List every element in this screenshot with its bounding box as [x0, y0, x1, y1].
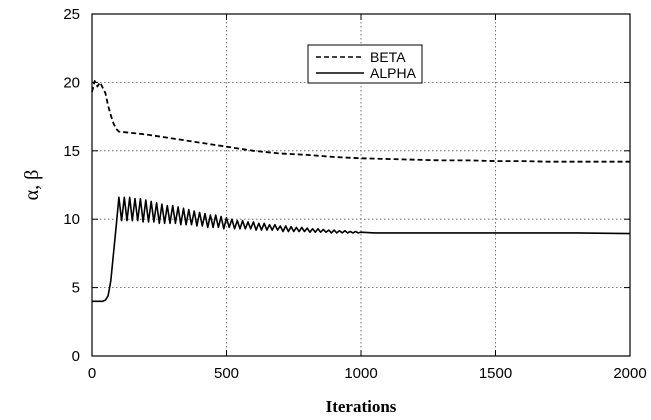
y-tick-label: 25 — [63, 6, 80, 23]
y-tick-label: 10 — [63, 211, 80, 228]
x-tick-label: 500 — [214, 365, 239, 382]
x-tick-label: 1000 — [344, 365, 377, 382]
y-tick-label: 20 — [63, 74, 80, 91]
axis-ticks: 0 500 1000 1500 2000 0 5 10 15 20 25 — [63, 6, 646, 382]
series-layer — [91, 80, 631, 303]
y-tick-label: 15 — [63, 143, 80, 160]
x-axis-title: Iterations — [326, 397, 397, 416]
x-tick-label: 2000 — [613, 365, 646, 382]
y-tick-label: 5 — [72, 280, 80, 297]
x-tick-label: 1500 — [479, 365, 512, 382]
legend-label-beta: BETA — [370, 49, 406, 65]
legend-label-alpha: ALPHA — [370, 65, 417, 81]
y-axis-title: α, β — [21, 170, 43, 201]
series-line-beta — [91, 80, 630, 163]
legend-box — [307, 44, 423, 84]
x-tick-label: 0 — [88, 365, 96, 382]
series-line-alpha — [92, 196, 631, 303]
y-tick-label: 0 — [72, 348, 80, 365]
